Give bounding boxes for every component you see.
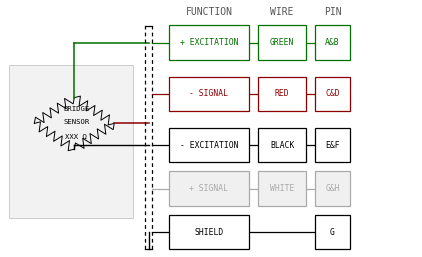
Text: G: G [330, 227, 335, 236]
Text: - EXCITATION: - EXCITATION [180, 141, 238, 150]
Text: PIN: PIN [324, 7, 341, 17]
Text: C&D: C&D [325, 89, 340, 98]
Bar [315, 171, 350, 206]
Bar [169, 171, 249, 206]
Text: G&H: G&H [325, 184, 340, 193]
Text: E&F: E&F [325, 141, 340, 150]
Text: BLACK: BLACK [270, 141, 294, 150]
Bar [258, 25, 306, 60]
Text: + EXCITATION: + EXCITATION [180, 38, 238, 47]
Text: WIRE: WIRE [271, 7, 294, 17]
Text: RED: RED [275, 89, 289, 98]
Bar [169, 215, 249, 249]
Text: GREEN: GREEN [270, 38, 294, 47]
Bar [169, 77, 249, 111]
Bar [169, 25, 249, 60]
Text: SHIELD: SHIELD [194, 227, 224, 236]
Text: - SIGNAL: - SIGNAL [189, 89, 228, 98]
Bar [315, 25, 350, 60]
Bar [315, 77, 350, 111]
Text: BRIDGE: BRIDGE [63, 106, 89, 112]
Text: + SIGNAL: + SIGNAL [189, 184, 228, 193]
Bar [9, 65, 133, 218]
Bar [258, 77, 306, 111]
Text: FUNCTION: FUNCTION [185, 7, 233, 17]
Bar [315, 215, 350, 249]
Bar [258, 128, 306, 162]
Bar [258, 171, 306, 206]
Bar [315, 128, 350, 162]
Text: XXX Ω: XXX Ω [65, 134, 87, 140]
Bar [169, 128, 249, 162]
Text: WHITE: WHITE [270, 184, 294, 193]
Text: A&B: A&B [325, 38, 340, 47]
Text: SENSOR: SENSOR [63, 119, 89, 125]
